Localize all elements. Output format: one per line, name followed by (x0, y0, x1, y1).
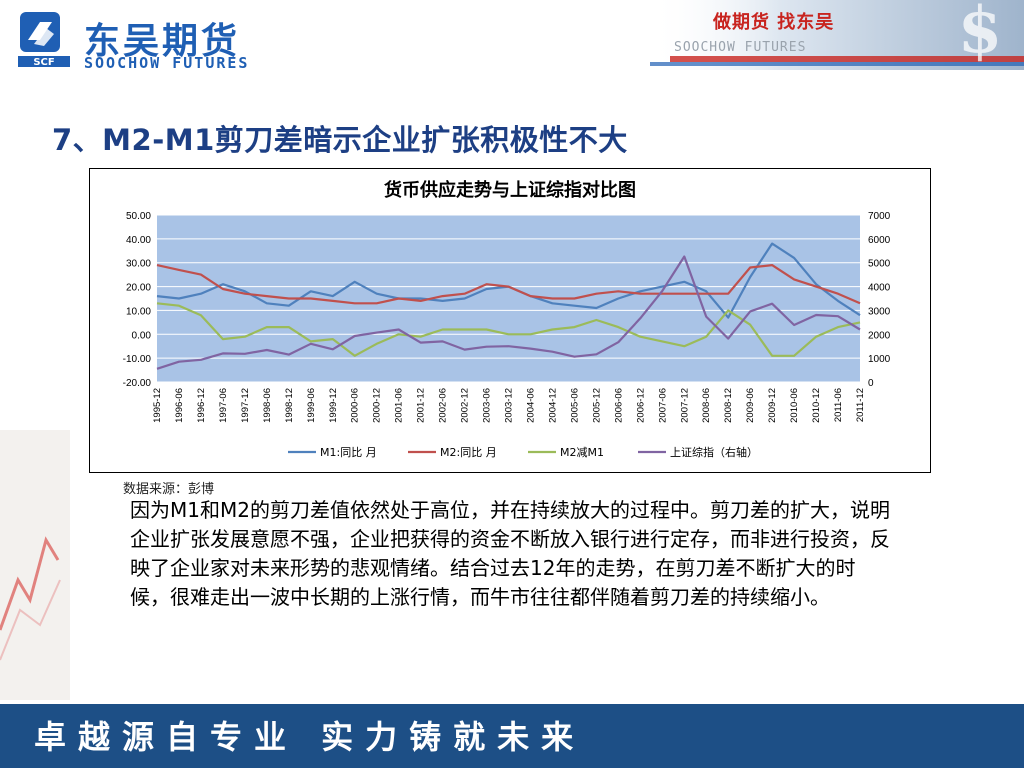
legend-label: M2减M1 (560, 446, 604, 459)
y-left-tick-label: -20.00 (123, 378, 152, 389)
y-right-tick-label: 4000 (868, 283, 891, 294)
x-tick-label: 2000-06 (350, 388, 361, 423)
x-axis: 1995-12 1996-06 1996-12 1997-06 1997-12 1998-… (152, 388, 866, 423)
y-right-tick-label: 5000 (868, 259, 891, 270)
scf-logo-icon: SCF (18, 12, 70, 68)
x-tick-label: 1997-06 (218, 388, 229, 423)
legend-label: M1:同比 月 (320, 446, 377, 459)
y-left-tick-label: 50.00 (126, 211, 151, 222)
x-tick-label: 2008-06 (701, 388, 712, 423)
y-right-tick-label: 0 (868, 378, 874, 389)
x-tick-label: 2006-12 (635, 388, 646, 423)
x-tick-label: 2010-06 (789, 388, 800, 423)
x-tick-label: 2002-12 (460, 388, 471, 423)
x-tick-label: 2011-06 (833, 388, 844, 422)
brand-name-cn: 东吴期货 (84, 21, 241, 62)
series-line-2 (156, 264, 861, 305)
x-tick-label: 1996-06 (174, 388, 185, 423)
y-left-tick-label: -10.00 (123, 354, 152, 365)
x-tick-label: 2003-12 (504, 388, 515, 423)
page-title: 7、M2-M1剪刀差暗示企业扩张积极性不大 (52, 123, 628, 157)
x-tick-label: 1995-12 (152, 388, 163, 423)
y-axis-left: -20.00 -10.00 0.00 10.00 20.00 30.00 40.00 50.0… (123, 211, 152, 389)
x-tick-label: 2011-12 (855, 388, 866, 422)
y-right-tick-label: 1000 (868, 354, 891, 365)
y-right-tick-label: 3000 (868, 306, 891, 317)
x-tick-label: 1998-06 (262, 388, 273, 423)
x-tick-label: 2001-06 (394, 388, 405, 423)
x-tick-label: 2009-06 (745, 388, 756, 423)
header-decoration: $ (650, 0, 1024, 70)
footer-bar (0, 704, 1024, 768)
x-tick-label: 1998-12 (284, 388, 295, 423)
slogan-en: SOOCHOW FUTURES (674, 40, 807, 55)
left-decoration (0, 430, 70, 700)
x-tick-label: 2004-06 (525, 388, 536, 423)
y-right-tick-label: 6000 (868, 235, 891, 246)
x-tick-label: 2004-12 (547, 388, 558, 423)
money-supply-chart: 货币供应走势与上证综指对比图 -20.00 -10.00 0.00 10.00 20.0… (123, 179, 891, 459)
x-tick-label: 2002-06 (438, 388, 449, 423)
y-right-tick-label: 7000 (868, 211, 891, 222)
y-left-tick-label: 10.00 (126, 306, 151, 317)
slogan-cn: 做期货 找东吴 (713, 12, 835, 33)
y-left-tick-label: 40.00 (126, 235, 151, 246)
x-tick-label: 1997-12 (240, 388, 251, 423)
x-tick-label: 2007-06 (657, 388, 668, 423)
logo-text: SCF (33, 57, 54, 68)
chart-frame: 货币供应走势与上证综指对比图 -20.00 -10.00 0.00 10.00 20.0… (89, 168, 931, 473)
y-left-tick-label: 0.00 (132, 330, 152, 341)
chart-legend: M1:同比 月 M2:同比 月 M2减M1 上证综指（右轴） (288, 445, 758, 459)
series-line-4 (156, 255, 861, 370)
x-tick-label: 2008-12 (723, 388, 734, 423)
y-right-tick-label: 2000 (868, 330, 891, 341)
chart-title: 货币供应走势与上证综指对比图 (384, 179, 636, 201)
header: SCF 东吴期货 SOOCHOW FUTURES $ 做期货 找东吴 SOOCH… (0, 0, 1024, 80)
x-tick-label: 1996-12 (196, 388, 207, 423)
plot-area (157, 215, 860, 382)
y-left-tick-label: 30.00 (126, 259, 151, 270)
series-lines (156, 242, 861, 370)
x-tick-label: 2010-12 (811, 388, 822, 423)
x-tick-label: 2003-06 (482, 388, 493, 423)
x-tick-label: 2005-06 (569, 388, 580, 423)
x-tick-label: 1999-06 (306, 388, 317, 423)
dollar-sign-icon: $ (958, 0, 1003, 68)
brand-name-en: SOOCHOW FUTURES (84, 54, 250, 72)
legend-label: M2:同比 月 (440, 446, 497, 459)
analysis-paragraph: 因为M1和M2的剪刀差值依然处于高位，并在持续放大的过程中。剪刀差的扩大，说明企… (130, 498, 890, 609)
y-left-tick-label: 20.00 (126, 283, 151, 294)
data-source: 数据来源：彭博 (123, 482, 215, 497)
y-axis-right: 0 1000 2000 3000 4000 5000 6000 7000 (868, 211, 891, 389)
x-tick-label: 2007-12 (679, 388, 690, 423)
x-tick-label: 2001-12 (416, 388, 427, 423)
x-tick-label: 2009-12 (767, 388, 778, 423)
footer-slogan: 卓越源自专业 实力铸就未来 (34, 718, 586, 756)
x-tick-label: 2006-06 (613, 388, 624, 423)
x-tick-label: 2000-12 (372, 388, 383, 423)
legend-label: 上证综指（右轴） (670, 445, 758, 459)
x-tick-label: 2005-12 (591, 388, 602, 423)
x-tick-label: 1999-12 (328, 388, 339, 423)
